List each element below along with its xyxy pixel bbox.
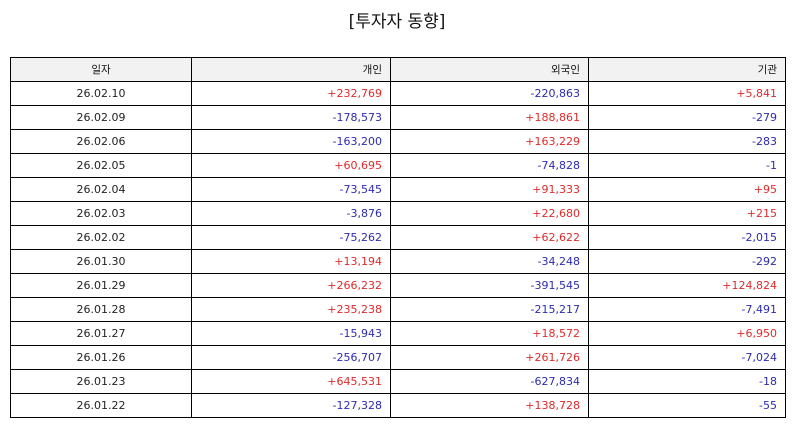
cell-foreign: +163,229 xyxy=(390,129,589,154)
cell-date: 26.01.23 xyxy=(10,369,192,394)
cell-individual: -75,262 xyxy=(191,225,391,250)
cell-foreign: +138,728 xyxy=(390,393,589,418)
investor-trend-table: 일자 개인 외국인 기관 26.02.10 +232,769 -220,863 +5,… xyxy=(10,57,786,418)
cell-date: 26.02.03 xyxy=(10,201,192,226)
table-row: 26.02.03 -3,876 +22,680 +215 xyxy=(10,201,786,226)
cell-institution: +124,824 xyxy=(588,273,786,298)
cell-institution: -1 xyxy=(588,153,786,178)
cell-individual: +235,238 xyxy=(191,297,391,322)
page-title: [투자자 동향] xyxy=(348,12,446,32)
cell-individual: -256,707 xyxy=(191,345,391,370)
table-row: 26.01.27 -15,943 +18,572 +6,950 xyxy=(10,321,786,346)
cell-institution: +95 xyxy=(588,177,786,202)
table-row: 26.02.06 -163,200 +163,229 -283 xyxy=(10,129,786,154)
cell-institution: -18 xyxy=(588,369,786,394)
cell-date: 26.01.27 xyxy=(10,321,192,346)
table-row: 26.01.26 -256,707 +261,726 -7,024 xyxy=(10,345,786,370)
cell-institution: -292 xyxy=(588,249,786,274)
cell-date: 26.01.30 xyxy=(10,249,192,274)
cell-individual: -15,943 xyxy=(191,321,391,346)
cell-foreign: +188,861 xyxy=(390,105,589,130)
cell-institution: -283 xyxy=(588,129,786,154)
table-row: 26.02.04 -73,545 +91,333 +95 xyxy=(10,177,786,202)
cell-date: 26.02.09 xyxy=(10,105,192,130)
header-individual: 개인 xyxy=(191,57,391,82)
table-row: 26.01.30 +13,194 -34,248 -292 xyxy=(10,249,786,274)
cell-foreign: +261,726 xyxy=(390,345,589,370)
cell-foreign: +91,333 xyxy=(390,177,589,202)
cell-individual: +266,232 xyxy=(191,273,391,298)
cell-individual: -163,200 xyxy=(191,129,391,154)
cell-individual: -3,876 xyxy=(191,201,391,226)
cell-institution: -2,015 xyxy=(588,225,786,250)
cell-foreign: +62,622 xyxy=(390,225,589,250)
cell-foreign: -220,863 xyxy=(390,81,589,106)
cell-individual: -73,545 xyxy=(191,177,391,202)
cell-individual: +645,531 xyxy=(191,369,391,394)
cell-date: 26.01.26 xyxy=(10,345,192,370)
cell-institution: -279 xyxy=(588,105,786,130)
header-foreign: 외국인 xyxy=(390,57,589,82)
header-institution: 기관 xyxy=(588,57,786,82)
cell-date: 26.01.22 xyxy=(10,393,192,418)
cell-individual: +13,194 xyxy=(191,249,391,274)
table-row: 26.01.29 +266,232 -391,545 +124,824 xyxy=(10,273,786,298)
cell-foreign: -627,834 xyxy=(390,369,589,394)
cell-foreign: +22,680 xyxy=(390,201,589,226)
cell-date: 26.02.05 xyxy=(10,153,192,178)
table-header-row: 일자 개인 외국인 기관 xyxy=(10,57,786,82)
table-row: 26.02.05 +60,695 -74,828 -1 xyxy=(10,153,786,178)
cell-foreign: -34,248 xyxy=(390,249,589,274)
table-row: 26.01.22 -127,328 +138,728 -55 xyxy=(10,393,786,418)
table-row: 26.02.02 -75,262 +62,622 -2,015 xyxy=(10,225,786,250)
cell-date: 26.02.02 xyxy=(10,225,192,250)
cell-date: 26.01.28 xyxy=(10,297,192,322)
cell-institution: +5,841 xyxy=(588,81,786,106)
cell-institution: -7,024 xyxy=(588,345,786,370)
table-body: 26.02.10 +232,769 -220,863 +5,841 26.02.09 -1… xyxy=(10,81,786,418)
cell-foreign: -391,545 xyxy=(390,273,589,298)
cell-individual: -127,328 xyxy=(191,393,391,418)
cell-date: 26.01.29 xyxy=(10,273,192,298)
cell-date: 26.02.06 xyxy=(10,129,192,154)
cell-foreign: -215,217 xyxy=(390,297,589,322)
table-row: 26.01.23 +645,531 -627,834 -18 xyxy=(10,369,786,394)
table-row: 26.01.28 +235,238 -215,217 -7,491 xyxy=(10,297,786,322)
cell-foreign: +18,572 xyxy=(390,321,589,346)
header-date: 일자 xyxy=(10,57,192,82)
table-row: 26.02.09 -178,573 +188,861 -279 xyxy=(10,105,786,130)
cell-date: 26.02.10 xyxy=(10,81,192,106)
cell-date: 26.02.04 xyxy=(10,177,192,202)
cell-individual: -178,573 xyxy=(191,105,391,130)
cell-institution: -55 xyxy=(588,393,786,418)
cell-individual: +60,695 xyxy=(191,153,391,178)
cell-institution: +6,950 xyxy=(588,321,786,346)
cell-foreign: -74,828 xyxy=(390,153,589,178)
cell-individual: +232,769 xyxy=(191,81,391,106)
cell-institution: -7,491 xyxy=(588,297,786,322)
cell-institution: +215 xyxy=(588,201,786,226)
table-row: 26.02.10 +232,769 -220,863 +5,841 xyxy=(10,81,786,106)
